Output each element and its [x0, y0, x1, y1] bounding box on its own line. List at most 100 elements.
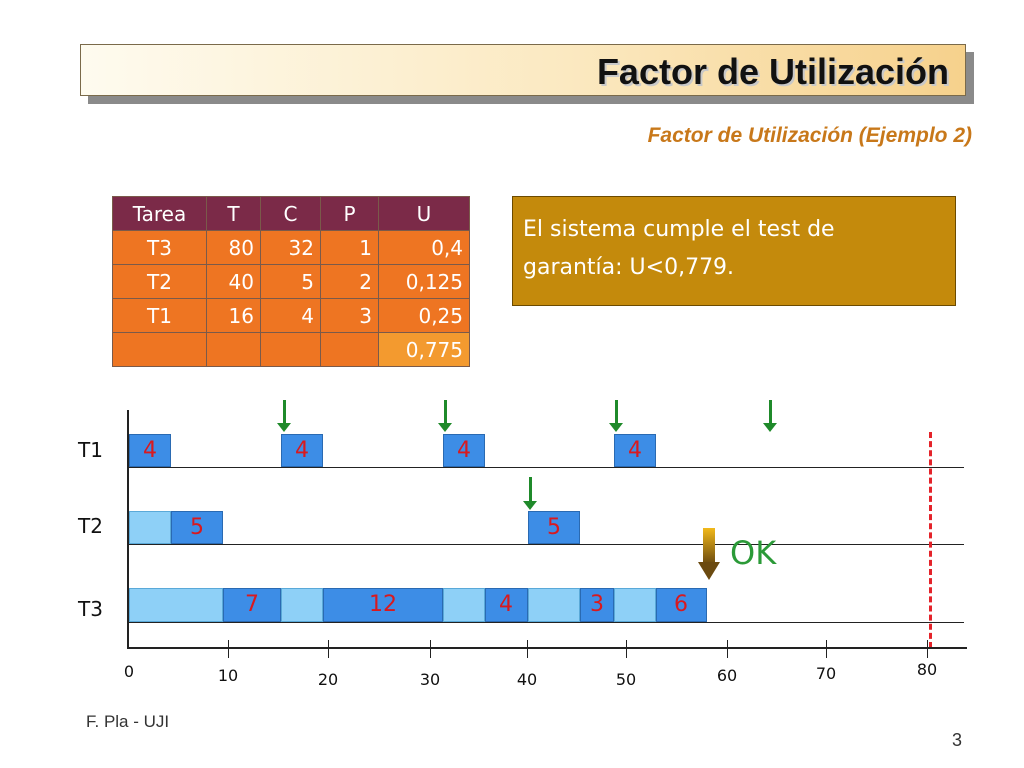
- t1-bar-label: 4: [457, 438, 471, 463]
- arrival-arrow-icon: [523, 477, 537, 510]
- cell: 0,4: [378, 230, 470, 265]
- cell: 80: [206, 230, 261, 265]
- cell-empty: [320, 332, 379, 367]
- table-row: T1 16 4 3 0,25: [112, 298, 470, 333]
- x-tick-label: 40: [516, 670, 538, 689]
- t3-bar-label: 4: [499, 592, 513, 617]
- arrival-arrow-icon: [763, 400, 777, 432]
- ok-arrow-icon: [698, 528, 720, 580]
- t3-preempted-bar: [281, 588, 323, 622]
- x-tick: [430, 640, 431, 658]
- cell-empty: [260, 332, 321, 367]
- x-tick: [927, 640, 928, 658]
- t1-exec-bar: [129, 434, 171, 467]
- note-line-2: garantía: U<0,779.: [523, 255, 735, 280]
- page-number: 3: [951, 730, 962, 750]
- t3-preempted-bar: [614, 588, 656, 622]
- cell: 32: [260, 230, 321, 265]
- x-tick-label: 20: [317, 670, 339, 689]
- t2-bar-label: 5: [547, 515, 561, 540]
- row-baseline-t2: [129, 544, 964, 545]
- x-tick-label: 10: [217, 666, 239, 685]
- x-tick-label: 70: [815, 664, 837, 683]
- cell-empty: [112, 332, 207, 367]
- x-tick-label: 60: [716, 666, 738, 685]
- x-tick: [328, 640, 329, 658]
- cell-empty: [206, 332, 261, 367]
- arrival-arrow-icon: [609, 400, 623, 432]
- t3-preempted-bar: [129, 588, 223, 622]
- table-row: T2 40 5 2 0,125: [112, 264, 470, 299]
- ok-label: OK: [730, 534, 777, 572]
- title-banner: Factor de Utilización: [80, 44, 966, 96]
- cell: 1: [320, 230, 379, 265]
- t3-exec-bar: [323, 588, 443, 622]
- header-t: T: [206, 196, 261, 231]
- x-tick-label: 0: [123, 662, 135, 681]
- note-line-1: El sistema cumple el test de: [523, 217, 835, 242]
- t3-exec-bar: [485, 588, 528, 622]
- row-label-t1: T1: [78, 438, 103, 462]
- table-header-row: Tarea T C P U: [112, 196, 470, 231]
- x-tick: [626, 640, 627, 658]
- table-total-row: 0,775: [112, 332, 470, 367]
- table-row: T3 80 32 1 0,4: [112, 230, 470, 265]
- t3-bar-label: 7: [245, 592, 259, 617]
- t2-bar-label: 5: [190, 515, 204, 540]
- t2-exec-bar: [171, 511, 223, 544]
- cell: 5: [260, 264, 321, 299]
- t1-bar-label: 4: [295, 438, 309, 463]
- cell: T2: [112, 264, 207, 299]
- header-p: P: [320, 196, 379, 231]
- cell: 3: [320, 298, 379, 333]
- t3-bar-label: 6: [674, 592, 688, 617]
- x-tick: [727, 640, 728, 658]
- t2-exec-bar: [528, 511, 580, 544]
- y-axis: [127, 410, 129, 648]
- row-baseline-t1: [129, 467, 964, 468]
- header-u: U: [378, 196, 470, 231]
- t3-bar-label: 3: [590, 592, 604, 617]
- x-tick-label: 30: [419, 670, 441, 689]
- x-axis: [127, 647, 967, 649]
- x-tick: [527, 640, 528, 658]
- x-tick-label: 50: [615, 670, 637, 689]
- header-tarea: Tarea: [112, 196, 207, 231]
- t3-preempted-bar: [443, 588, 485, 622]
- guarantee-note: El sistema cumple el test de garantía: U…: [512, 196, 956, 306]
- footer-author: F. Pla - UJI: [86, 712, 170, 731]
- cell: 2: [320, 264, 379, 299]
- t1-exec-bar: [281, 434, 323, 467]
- header-c: C: [260, 196, 321, 231]
- cell: T3: [112, 230, 207, 265]
- task-table: Tarea T C P U T3 80 32 1 0,4 T2 40 5 2 0…: [112, 196, 470, 367]
- cell: 0,125: [378, 264, 470, 299]
- t1-exec-bar: [614, 434, 656, 467]
- row-label-t2: T2: [78, 514, 103, 538]
- total-utilization: 0,775: [378, 332, 470, 367]
- x-tick: [228, 640, 229, 658]
- deadline-line: [929, 432, 932, 648]
- row-baseline-t3: [129, 622, 964, 623]
- t1-bar-label: 4: [628, 438, 642, 463]
- cell: 0,25: [378, 298, 470, 333]
- x-tick-label: 80: [916, 660, 938, 679]
- t1-exec-bar: [443, 434, 485, 467]
- cell: 4: [260, 298, 321, 333]
- subtitle: Factor de Utilización (Ejemplo 2): [647, 124, 972, 147]
- row-label-t3: T3: [78, 597, 103, 621]
- t3-exec-bar: [580, 588, 614, 622]
- t2-preempted-bar: [129, 511, 171, 544]
- arrival-arrow-icon: [277, 400, 291, 432]
- t3-preempted-bar: [528, 588, 580, 622]
- x-tick: [826, 640, 827, 658]
- page-title: Factor de Utilización: [596, 51, 949, 92]
- t3-bar-label: 12: [369, 592, 397, 617]
- cell: 40: [206, 264, 261, 299]
- t3-exec-bar: [223, 588, 281, 622]
- t3-exec-bar: [656, 588, 707, 622]
- arrival-arrow-icon: [438, 400, 452, 432]
- t1-bar-label: 4: [143, 438, 157, 463]
- cell: 16: [206, 298, 261, 333]
- cell: T1: [112, 298, 207, 333]
